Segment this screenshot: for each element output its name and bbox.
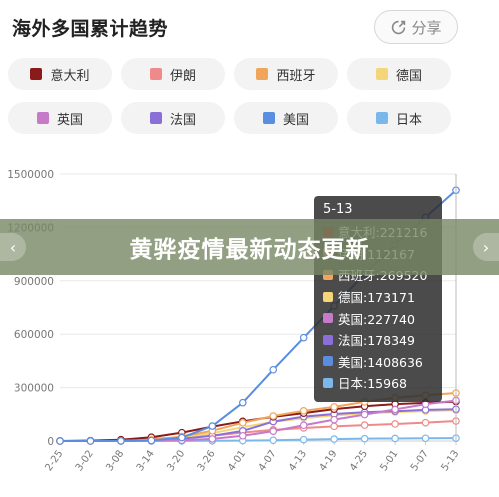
share-icon bbox=[392, 20, 406, 34]
tooltip-swatch bbox=[323, 334, 333, 345]
tooltip-swatch bbox=[323, 291, 333, 302]
data-point bbox=[360, 410, 369, 419]
x-tick-label: 5-13 bbox=[439, 448, 461, 473]
x-tick-label: 4-19 bbox=[318, 448, 340, 473]
legend-label: 美国 bbox=[282, 112, 309, 128]
data-point bbox=[330, 435, 338, 443]
tooltip-value: 美国:1408636 bbox=[338, 354, 423, 370]
y-tick-label: 900000 bbox=[14, 276, 54, 288]
x-tick-label: 5-01 bbox=[379, 448, 401, 473]
tooltip-value: 德国:173171 bbox=[338, 290, 415, 306]
data-point bbox=[360, 434, 369, 443]
legend-swatch bbox=[30, 68, 43, 80]
data-point bbox=[299, 421, 308, 430]
tooltip-swatch bbox=[323, 356, 333, 367]
data-point bbox=[330, 422, 338, 431]
tooltip-date: 5-13 bbox=[323, 202, 353, 217]
data-point bbox=[391, 434, 399, 443]
data-point bbox=[238, 431, 247, 440]
tooltip-value: 日本:15968 bbox=[338, 376, 407, 392]
data-point bbox=[208, 422, 217, 430]
news-banner[interactable]: 黄骅疫情最新动态更新 bbox=[0, 219, 499, 275]
legend-item[interactable]: 德国 bbox=[347, 58, 451, 90]
legend-swatch bbox=[262, 112, 275, 124]
banner-text: 黄骅疫情最新动态更新 bbox=[129, 237, 370, 263]
tooltip-swatch bbox=[323, 377, 333, 388]
data-point bbox=[238, 398, 247, 407]
legend-swatch bbox=[149, 68, 162, 80]
tooltip-row: 法国:178349 bbox=[323, 329, 433, 351]
legend-label: 伊朗 bbox=[169, 68, 196, 84]
share-label: 分享 bbox=[411, 18, 442, 37]
tooltip-row: 日本:15968 bbox=[323, 372, 433, 394]
legend-swatch bbox=[375, 68, 388, 80]
data-point bbox=[56, 437, 64, 445]
x-tick-label: 4-01 bbox=[226, 448, 248, 473]
data-point bbox=[238, 419, 247, 427]
legend-item[interactable]: 法国 bbox=[121, 102, 225, 134]
data-point bbox=[299, 407, 308, 415]
y-tick-label: 300000 bbox=[14, 383, 54, 395]
data-point bbox=[269, 412, 278, 420]
legend-swatch bbox=[256, 68, 269, 80]
data-point bbox=[421, 434, 430, 443]
data-point bbox=[330, 415, 338, 424]
data-point bbox=[391, 420, 399, 428]
data-point bbox=[117, 437, 125, 445]
data-point bbox=[391, 405, 399, 414]
data-point bbox=[208, 435, 217, 443]
y-tick-label: 1500000 bbox=[7, 169, 54, 181]
x-tick-label: 4-13 bbox=[287, 448, 309, 473]
legend-item[interactable]: 日本 bbox=[347, 102, 451, 134]
x-tick-label: 2-25 bbox=[43, 448, 65, 473]
x-tick-label: 3-20 bbox=[165, 448, 187, 473]
tooltip-row: 美国:1408636 bbox=[323, 351, 433, 373]
legend-item[interactable]: 西班牙 bbox=[234, 58, 338, 90]
tooltip-value: 英国:227740 bbox=[338, 311, 415, 327]
x-tick-label: 3-26 bbox=[196, 448, 218, 473]
x-tick-label: 3-02 bbox=[74, 448, 96, 473]
tooltip-swatch bbox=[323, 313, 333, 324]
legend-swatch bbox=[36, 112, 49, 124]
x-tick-label: 5-07 bbox=[409, 448, 431, 473]
y-tick-label: 0 bbox=[47, 436, 54, 448]
x-tick-label: 4-07 bbox=[257, 448, 279, 473]
chevron-left-icon: ‹ bbox=[9, 237, 17, 257]
data-point bbox=[269, 436, 278, 445]
legend-item[interactable]: 英国 bbox=[8, 102, 112, 134]
banner-next-button[interactable]: › bbox=[473, 233, 499, 261]
legend-item[interactable]: 美国 bbox=[234, 102, 338, 134]
legend-label: 英国 bbox=[56, 112, 83, 128]
legend-label: 法国 bbox=[169, 112, 196, 128]
banner-prev-button[interactable]: ‹ bbox=[0, 233, 26, 261]
legend-item[interactable]: 伊朗 bbox=[121, 58, 225, 90]
x-tick-label: 3-08 bbox=[104, 448, 126, 473]
x-tick-label: 4-25 bbox=[348, 448, 370, 473]
x-tick-label: 3-14 bbox=[135, 448, 157, 473]
data-point bbox=[421, 418, 430, 427]
legend-swatch bbox=[149, 112, 162, 124]
tooltip-row: 德国:173171 bbox=[323, 286, 433, 308]
page-title: 海外多国累计趋势 bbox=[12, 18, 169, 40]
tooltip-row: 英国:227740 bbox=[323, 307, 433, 329]
chevron-right-icon: › bbox=[482, 237, 490, 257]
data-point bbox=[360, 421, 369, 429]
share-button[interactable]: 分享 bbox=[374, 10, 458, 44]
legend-swatch bbox=[375, 112, 388, 124]
tooltip-value: 法国:178349 bbox=[338, 333, 415, 349]
legend-label: 日本 bbox=[395, 112, 422, 128]
data-point bbox=[269, 365, 278, 374]
data-point bbox=[299, 333, 308, 342]
data-point bbox=[269, 427, 278, 435]
data-point bbox=[86, 437, 95, 445]
data-point bbox=[147, 436, 156, 445]
data-point bbox=[299, 435, 308, 444]
legend-item[interactable]: 意大利 bbox=[8, 58, 112, 90]
data-point bbox=[330, 403, 338, 411]
legend-label: 西班牙 bbox=[276, 68, 316, 84]
legend-label: 德国 bbox=[395, 68, 422, 84]
data-point bbox=[178, 433, 186, 442]
legend-label: 意大利 bbox=[50, 68, 90, 84]
y-tick-label: 600000 bbox=[14, 329, 54, 341]
